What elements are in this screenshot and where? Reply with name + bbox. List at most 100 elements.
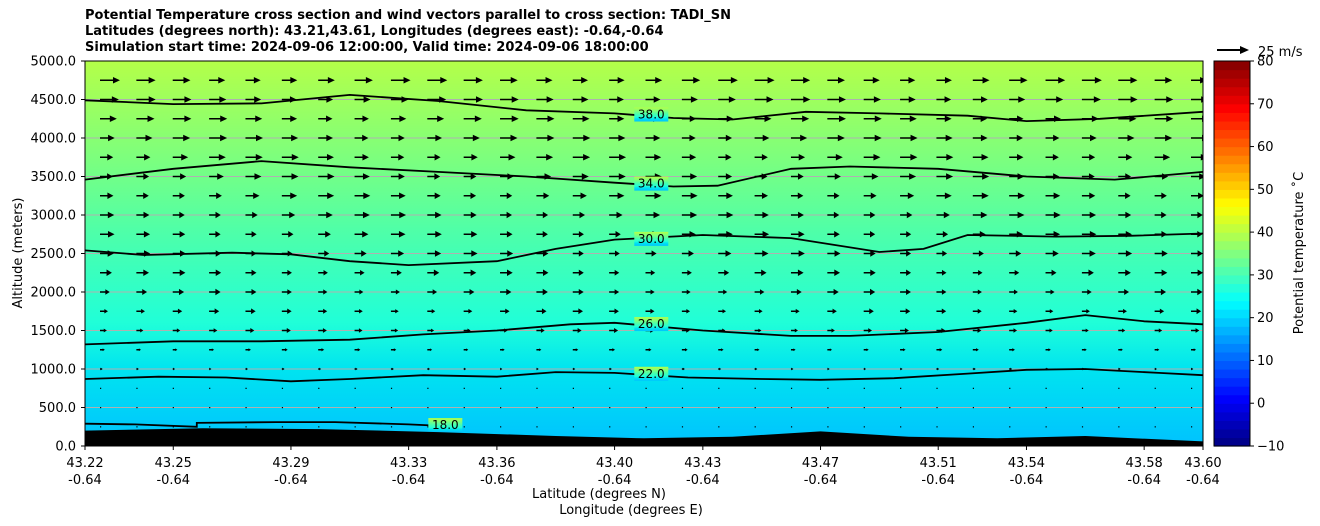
wind-vector (572, 192, 587, 199)
wind-vector (900, 407, 902, 409)
wind-vector (754, 77, 775, 84)
wind-vector (790, 250, 805, 257)
colorbar-segment (1214, 232, 1250, 242)
wind-vector (318, 173, 335, 180)
wind-vector (900, 328, 909, 333)
wind-vector (936, 426, 938, 428)
wind-vector (1191, 173, 1203, 180)
wind-vector (1009, 426, 1011, 428)
wind-vector (863, 426, 865, 428)
wind-vector (209, 367, 212, 371)
wind-vector (1154, 328, 1163, 333)
wind-vector (681, 192, 698, 199)
x-tick-label-lon: -0.64 (921, 473, 955, 488)
wind-vector (790, 367, 794, 371)
wind-vector (354, 250, 367, 257)
wind-vector (281, 134, 299, 142)
wind-vector (1154, 211, 1167, 219)
wind-vector (645, 407, 647, 409)
wind-vector (1045, 328, 1053, 333)
wind-vector (318, 308, 328, 314)
wind-vector (936, 269, 947, 276)
wind-vector (936, 250, 948, 257)
wind-vector (754, 269, 767, 276)
wind-vector (427, 407, 429, 409)
wind-vector (1009, 308, 1018, 314)
wind-vector (500, 231, 513, 238)
wind-vector (936, 211, 950, 219)
wind-vector (900, 115, 917, 122)
wind-vector (681, 426, 684, 428)
wind-vector (1045, 96, 1064, 103)
wind-vector (427, 328, 435, 333)
colorbar-frame (1213, 60, 1251, 447)
wind-vector (754, 115, 772, 122)
wind-vector (354, 115, 369, 122)
wind-vector (1154, 348, 1160, 352)
wind-vector (500, 407, 502, 409)
wind-vector (281, 327, 291, 334)
contour-lines: 18.0 22.0 26.0 30.0 34.0 38.0 (85, 93, 1203, 433)
colorbar-segment (1214, 112, 1250, 122)
wind-vector (354, 367, 358, 371)
wind-vector (718, 309, 727, 314)
wind-vector (1009, 211, 1025, 219)
wind-vector (1154, 77, 1173, 84)
wind-vector (972, 154, 989, 161)
quiver-key-label: 25 m/s (1258, 45, 1303, 60)
wind-vector (790, 387, 793, 389)
wind-vector (209, 115, 228, 122)
colorbar-tick-label: 0 (1257, 397, 1265, 412)
colorbar-segment (1214, 317, 1250, 327)
wind-vector (209, 77, 226, 84)
wind-vector (390, 231, 406, 238)
wind-vector (1118, 308, 1127, 314)
wind-vector (609, 367, 612, 371)
wind-vector (172, 269, 186, 276)
wind-vector (463, 426, 465, 428)
contour-label-background (634, 317, 669, 332)
wind-vector (390, 269, 402, 276)
colorbar-segment (1214, 215, 1250, 225)
wind-vector (936, 387, 938, 389)
wind-vector (1154, 288, 1167, 296)
wind-vector (609, 250, 620, 257)
wind-vector (972, 328, 982, 333)
wind-vector (390, 77, 411, 84)
wind-vector (645, 192, 662, 199)
wind-vector (863, 154, 881, 161)
wind-vector (900, 288, 911, 296)
wind-vector (318, 96, 334, 103)
wind-vector (172, 426, 174, 428)
wind-vector (1045, 154, 1059, 161)
wind-vector (572, 269, 584, 276)
wind-vector (609, 348, 616, 352)
wind-vector (936, 134, 953, 142)
wind-vector (500, 134, 518, 142)
wind-vector (209, 308, 220, 315)
wind-vector (681, 134, 696, 142)
wind-vector (1045, 250, 1059, 257)
wind-vector (972, 270, 983, 276)
wind-vector (245, 192, 260, 199)
wind-vector (972, 407, 974, 409)
colorbar-segment (1214, 394, 1250, 404)
wind-vector (281, 77, 298, 84)
x-tick-label-lon: -0.64 (392, 473, 426, 488)
wind-vector (318, 250, 330, 257)
wind-vector (718, 134, 733, 142)
wind-vector (245, 134, 264, 142)
wind-vector (572, 115, 590, 122)
wind-vector (972, 348, 979, 352)
wind-vector (136, 173, 150, 180)
wind-vector (863, 211, 876, 219)
wind-vector (390, 192, 406, 199)
wind-vector (863, 387, 865, 389)
wind-vector (609, 387, 611, 389)
wind-vector (1081, 192, 1096, 199)
wind-vector (1118, 288, 1130, 296)
wind-vector (754, 192, 769, 199)
wind-vector (245, 328, 255, 333)
wind-vector (390, 211, 407, 219)
x-tick-label-lat: 43.54 (1008, 456, 1045, 471)
